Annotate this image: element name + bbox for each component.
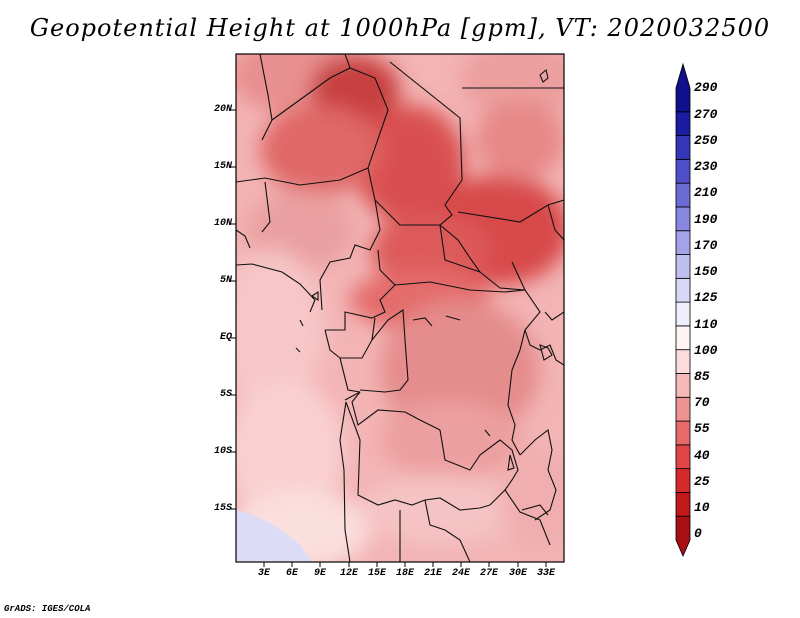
colorbar-label: 25 bbox=[694, 474, 710, 489]
x-tick-label: 6E bbox=[285, 568, 298, 579]
x-tick-label: 24E bbox=[451, 568, 470, 579]
colorbar-swatch bbox=[675, 492, 691, 517]
colorbar-label: 190 bbox=[694, 212, 718, 227]
height-field bbox=[236, 54, 564, 562]
colorbar-swatch bbox=[675, 373, 691, 398]
colorbar-swatch bbox=[675, 515, 691, 557]
x-tick-label: 12E bbox=[339, 568, 358, 579]
colorbar-label: 85 bbox=[694, 369, 710, 384]
colorbar-swatch bbox=[675, 206, 691, 232]
x-tick-label: 9E bbox=[313, 568, 326, 579]
colorbar-label: 270 bbox=[694, 107, 718, 122]
x-tick-label: 27E bbox=[479, 568, 498, 579]
y-tick-label: 5S bbox=[219, 389, 232, 400]
colorbar-swatch bbox=[675, 349, 691, 374]
colorbar-label: 0 bbox=[694, 526, 702, 541]
colorbar-swatch bbox=[675, 254, 691, 279]
colorbar-label: 70 bbox=[694, 395, 710, 410]
colorbar-label: 230 bbox=[694, 159, 718, 174]
colorbar-swatch bbox=[675, 420, 691, 446]
colorbar-swatch bbox=[675, 158, 691, 184]
x-tick-label: 33E bbox=[536, 568, 555, 579]
colorbar-label: 250 bbox=[694, 133, 718, 148]
x-ticks bbox=[263, 562, 547, 567]
colorbar-label: 125 bbox=[694, 290, 718, 305]
colorbar-swatch bbox=[675, 111, 691, 136]
colorbar-swatch bbox=[675, 325, 691, 351]
x-tick-label: 18E bbox=[395, 568, 414, 579]
colorbar-swatch bbox=[675, 182, 691, 208]
colorbar-swatch bbox=[675, 135, 691, 160]
x-tick-label: 15E bbox=[367, 568, 386, 579]
colorbar-swatch bbox=[675, 301, 691, 327]
y-tick-label: 15S bbox=[213, 503, 232, 514]
colorbar-swatch bbox=[675, 62, 691, 113]
colorbar-label: 10 bbox=[694, 500, 710, 515]
y-tick-label: EQ bbox=[219, 332, 232, 343]
colorbar-swatch bbox=[675, 230, 691, 255]
y-tick-label: 10N bbox=[213, 218, 232, 229]
credit-text: GrADS: IGES/COLA bbox=[4, 604, 91, 614]
y-tick-label: 10S bbox=[213, 446, 232, 457]
y-ticks bbox=[231, 109, 236, 510]
colorbar-label: 210 bbox=[694, 185, 718, 200]
colorbar-label: 110 bbox=[694, 317, 718, 332]
colorbar-label: 290 bbox=[694, 80, 718, 95]
colorbar-swatch bbox=[675, 468, 691, 493]
country-borders bbox=[236, 54, 564, 562]
y-tick-label: 20N bbox=[213, 104, 232, 115]
colorbar-label: 55 bbox=[694, 421, 710, 436]
x-tick-label: 21E bbox=[423, 568, 442, 579]
x-tick-label: 3E bbox=[257, 568, 270, 579]
map-frame bbox=[235, 53, 565, 563]
y-tick-label: 15N bbox=[213, 161, 232, 172]
colorbar-swatch bbox=[675, 277, 691, 303]
colorbar-swatch bbox=[675, 396, 691, 422]
colorbar-swatch bbox=[675, 444, 691, 470]
colorbar-label: 100 bbox=[694, 343, 718, 358]
colorbar-label: 40 bbox=[694, 448, 710, 463]
plot-title: Geopotential Height at 1000hPa [gpm], VT… bbox=[29, 14, 771, 42]
colorbar bbox=[675, 62, 691, 557]
colorbar-label: 150 bbox=[694, 264, 718, 279]
colorbar-label: 170 bbox=[694, 238, 718, 253]
y-tick-label: 5N bbox=[219, 275, 232, 286]
x-tick-label: 30E bbox=[508, 568, 527, 579]
